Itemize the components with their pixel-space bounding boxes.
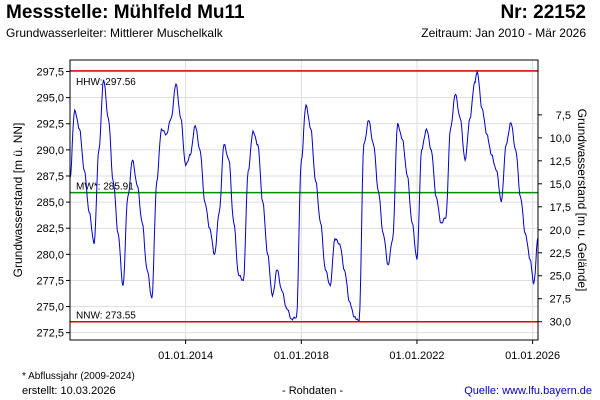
y2-tick-label: 15,0 (550, 179, 571, 191)
y2-tick-label: 22,5 (550, 248, 571, 260)
x-tick-label: 01.01.2014 (158, 350, 213, 362)
y2-tick-label: 17,5 (550, 202, 571, 214)
y-tick-label: 285,0 (36, 197, 64, 209)
x-tick-label: 01.01.2018 (274, 350, 329, 362)
y-tick-label: 295,0 (36, 93, 64, 105)
y-tick-label: 277,5 (36, 275, 64, 287)
y2-axis-label: Grundwasserstand [m u. Gelände] (575, 109, 589, 292)
station-title: Messstelle: Mühlfeld Mu11 (6, 2, 245, 23)
y-tick-label: 297,5 (36, 66, 64, 78)
y-tick-label: 292,5 (36, 119, 64, 131)
period-label: Zeitraum: Jan 2010 - Mär 2026 (421, 26, 586, 40)
y2-tick-label: 25,0 (550, 271, 571, 283)
x-tick-label: 01.01.2022 (389, 350, 444, 362)
raw-data-label: - Rohdaten - (282, 385, 344, 397)
x-tick-label: 01.01.2026 (505, 350, 560, 362)
y2-tick-label: 30,0 (550, 317, 571, 329)
y-tick-label: 290,0 (36, 145, 64, 157)
reference-line-label: NNW: 273.55 (76, 311, 136, 322)
plot-frame (69, 59, 539, 341)
y2-tick-label: 7,5 (556, 110, 571, 122)
y-tick-label: 280,0 (36, 249, 64, 261)
aquifer-label: Grundwasserleiter: Mittlerer Muschelkalk (6, 26, 223, 40)
y-tick-label: 275,0 (36, 302, 64, 314)
y-axis-label: Grundwasserstand [m ü. NN] (11, 123, 25, 278)
y2-tick-label: 10,0 (550, 133, 571, 145)
groundwater-level-line (69, 71, 539, 322)
reference-line-label: HHW: 297.56 (76, 77, 136, 88)
y-tick-label: 282,5 (36, 223, 64, 235)
reference-line-label: MW*: 285.91 (76, 182, 134, 193)
y2-tick-label: 27,5 (550, 294, 571, 306)
footnote: * Abflussjahr (2009-2024) (22, 371, 135, 382)
station-number: Nr: 22152 (500, 2, 586, 23)
y2-tick-label: 20,0 (550, 225, 571, 237)
y-tick-label: 272,5 (36, 328, 64, 340)
source-link[interactable]: Quelle: www.lfu.bayern.de (464, 385, 592, 397)
created-date: erstellt: 10.03.2026 (22, 385, 116, 397)
y-tick-label: 287,5 (36, 171, 64, 183)
y2-tick-label: 12,5 (550, 156, 571, 168)
